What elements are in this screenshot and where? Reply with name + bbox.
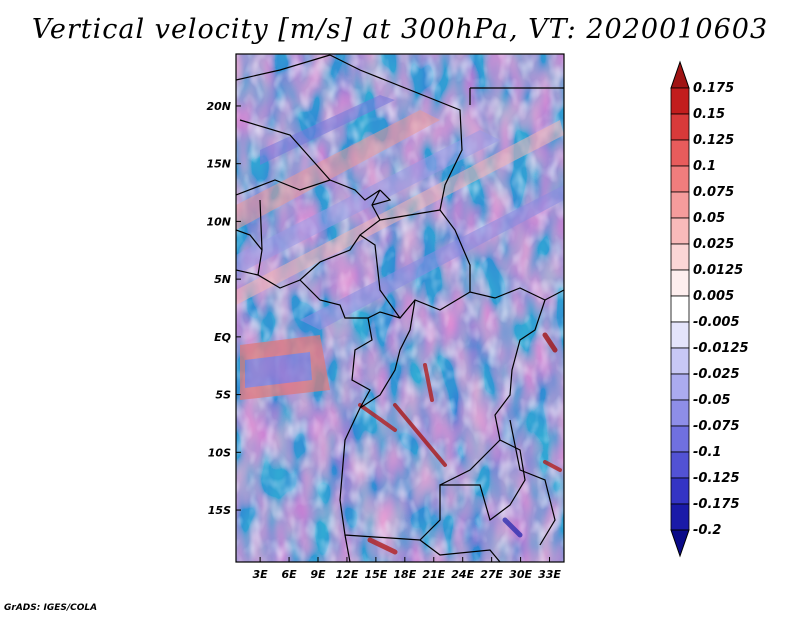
colorbar-segment [670,373,690,401]
lon-tick-label: 30E [509,568,532,581]
longitude-axis: 3E 6E 9E 12E 15E 18E 21E 24E 27E 30E 33E [253,557,561,581]
lon-tick-label: 24E [451,568,474,581]
lat-tick-label: EQ [214,331,231,344]
lat-tick-label: 15N [206,158,231,171]
colorbar-segment [670,347,690,375]
latitude-axis: 20N 15N 10N 5N EQ 5S 10S 15S [206,100,241,517]
lon-tick-label: 21E [422,568,445,581]
colorbar-label: 0.075 [693,185,734,200]
lat-tick-label: 15S [208,504,231,517]
lon-tick-label: 3E [253,568,269,581]
lon-tick-label: 33E [538,568,561,581]
colorbar-segment [670,191,690,219]
colorbar-segment [670,425,690,453]
colorbar-top-triangle [670,60,690,89]
lon-tick-label: 18E [393,568,416,581]
colorbar-label: -0.025 [693,367,740,382]
colorbar-label: -0.2 [693,523,721,538]
colorbar-segment [670,269,690,297]
colorbar-label: 0.1 [693,159,716,174]
lat-tick-label: 5N [214,273,231,286]
colorbar-segment [670,477,690,505]
colorbar-segment [670,399,690,427]
colorbar-bottom-triangle [670,529,690,558]
plot-title: Vertical velocity [m/s] at 300hPa, VT: 2… [31,14,769,45]
colorbar-label: -0.1 [693,445,721,460]
lat-tick-label: 10S [208,446,231,459]
colorbar-segment [670,321,690,349]
lat-tick-label: 20N [206,100,231,113]
colorbar-label: 0.0125 [693,263,743,278]
lon-tick-label: 27E [480,568,503,581]
colorbar-segment [670,217,690,245]
colorbar-segment [670,503,690,531]
colorbar-segment [670,295,690,323]
colorbar-label: -0.125 [693,471,740,486]
lon-tick-label: 15E [364,568,387,581]
colorbar-label: -0.005 [693,315,740,330]
map-frame [235,53,565,563]
colorbar-label: 0.005 [693,289,734,304]
lat-tick-label: 5S [215,389,231,402]
colorbar-label: 0.125 [693,133,734,148]
colorbar-label: -0.075 [693,419,740,434]
grads-credit: GrADS: IGES/COLA [4,603,98,613]
colorbar-label: -0.175 [693,497,740,512]
colorbar-segment [670,451,690,479]
colorbar-label: 0.05 [693,211,725,226]
colorbar-label: 0.15 [693,107,725,122]
colorbar-segment [670,243,690,271]
lon-tick-label: 12E [336,568,359,581]
colorbar-segment [670,139,690,167]
lon-tick-label: 6E [281,568,297,581]
colorbar-label: 0.175 [693,81,734,96]
lat-tick-label: 10N [206,215,231,228]
colorbar-segment [670,165,690,193]
colorbar-segment [670,113,690,141]
colorbar-segment [670,87,690,115]
colorbar: 0.175 0.15 0.125 0.1 0.075 0.05 0.025 0.0125 0.0… [670,60,749,558]
colorbar-label: -0.0125 [693,341,749,356]
colorbar-label: -0.05 [693,393,730,408]
lon-tick-label: 9E [310,568,326,581]
colorbar-label: 0.025 [693,237,734,252]
velocity-field [236,54,564,562]
